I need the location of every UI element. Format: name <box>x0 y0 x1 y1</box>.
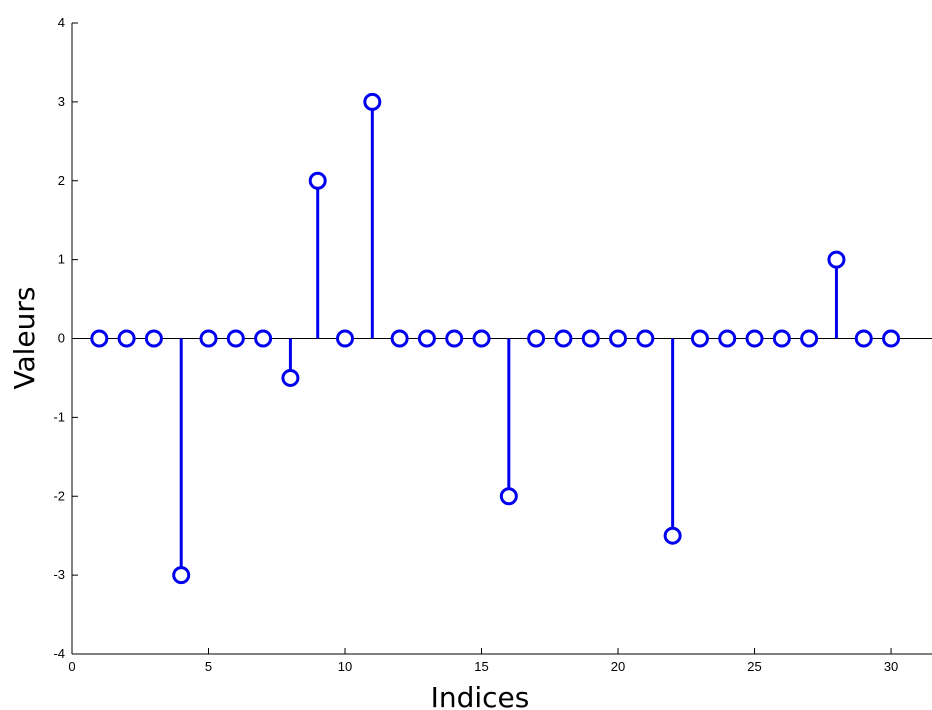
y-tick-label: -2 <box>53 488 65 503</box>
y-tick-label: -1 <box>53 409 65 424</box>
stem-marker <box>363 92 382 111</box>
stem-marker <box>445 329 464 348</box>
x-tick-label: 15 <box>474 659 488 674</box>
stem-marker <box>390 329 409 348</box>
stem-marker <box>199 329 218 348</box>
x-axis-ticks: 0 5 10 15 20 25 30 <box>68 648 898 674</box>
stem-marker <box>718 329 737 348</box>
x-tick-label: 0 <box>68 659 75 674</box>
y-tick-label: -4 <box>53 646 65 661</box>
stem-marker <box>636 329 655 348</box>
y-tick-label: 3 <box>58 94 65 109</box>
stem-marker <box>499 487 518 506</box>
stem-marker <box>772 329 791 348</box>
x-tick-label: 25 <box>747 659 761 674</box>
stem-marker <box>882 329 901 348</box>
stem-marker <box>527 329 546 348</box>
x-tick-label: 20 <box>611 659 625 674</box>
stem-marker <box>827 250 846 269</box>
stem-marker <box>117 329 136 348</box>
stem-marker <box>745 329 764 348</box>
y-axis-title: Valeurs <box>8 287 41 390</box>
stem-marker <box>90 329 109 348</box>
x-tick-label: 10 <box>338 659 352 674</box>
stem-marker <box>226 329 245 348</box>
stem-marker <box>472 329 491 348</box>
y-axis-ticks: -4 -3 -2 -1 0 1 2 3 4 <box>53 15 78 661</box>
stem-marker <box>663 526 682 545</box>
y-tick-label: 2 <box>58 173 65 188</box>
stem-marker <box>336 329 355 348</box>
stem-marker <box>308 171 327 190</box>
x-tick-label: 30 <box>884 659 898 674</box>
stem-marker <box>800 329 819 348</box>
stem-marker <box>281 368 300 387</box>
y-tick-label: -3 <box>53 567 65 582</box>
stem-marker <box>144 329 163 348</box>
stem-marker <box>417 329 436 348</box>
y-tick-label: 0 <box>58 331 65 346</box>
y-tick-label: 4 <box>58 15 65 30</box>
stem-marker <box>172 566 191 585</box>
stem-marker <box>854 329 873 348</box>
stem-marker <box>254 329 273 348</box>
x-axis-title: Indices <box>431 681 530 710</box>
stem-marker <box>581 329 600 348</box>
stem-series <box>90 92 901 585</box>
y-tick-label: 1 <box>58 252 65 267</box>
x-tick-label: 5 <box>205 659 212 674</box>
stem-marker <box>690 329 709 348</box>
stem-marker <box>609 329 628 348</box>
stem-marker <box>554 329 573 348</box>
